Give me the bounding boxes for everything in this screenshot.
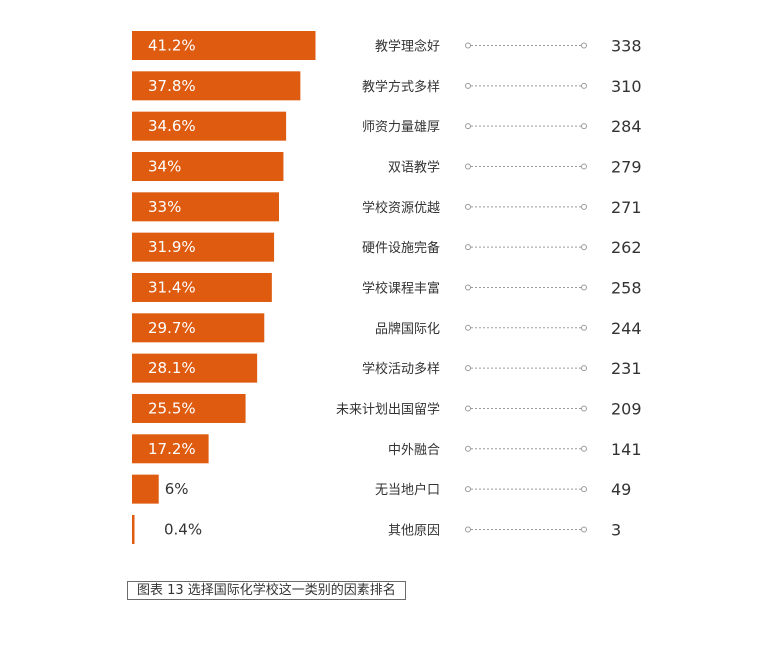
leader-end-dot bbox=[581, 486, 587, 493]
value-label: 17.2% bbox=[148, 440, 196, 458]
leader-end-dot bbox=[581, 445, 587, 452]
chart-caption: 图表 13 选择国际化学校这一类别的因素排名 bbox=[127, 581, 406, 600]
bar bbox=[132, 514, 135, 544]
count-label: 49 bbox=[611, 480, 631, 499]
leader-end-dot bbox=[581, 163, 587, 170]
leader-end-dot bbox=[581, 82, 587, 89]
bar bbox=[132, 31, 316, 60]
leader-start-dot bbox=[465, 82, 471, 89]
leader-start-dot bbox=[465, 163, 471, 170]
leader-start-dot bbox=[465, 244, 471, 251]
value-label: 33% bbox=[148, 198, 181, 216]
count-label: 262 bbox=[611, 238, 642, 257]
count-label: 271 bbox=[611, 198, 642, 217]
value-label: 37.8% bbox=[148, 77, 196, 95]
count-label: 244 bbox=[611, 319, 642, 338]
leader-start-dot bbox=[465, 405, 471, 412]
value-label: 34% bbox=[148, 157, 181, 175]
count-label: 209 bbox=[611, 399, 642, 418]
bar bbox=[132, 111, 287, 141]
category-label: 未来计划出国留学 bbox=[336, 401, 440, 417]
value-label: 29.7% bbox=[148, 319, 196, 337]
category-label: 教学方式多样 bbox=[362, 79, 440, 95]
bar bbox=[132, 313, 265, 343]
count-label: 284 bbox=[611, 117, 642, 136]
leader-start-dot bbox=[465, 123, 471, 130]
bar bbox=[132, 272, 272, 302]
bar bbox=[132, 151, 284, 181]
leader-start-dot bbox=[465, 445, 471, 452]
leader-end-dot bbox=[581, 324, 587, 331]
value-label: 34.6% bbox=[148, 117, 196, 135]
bar bbox=[132, 434, 209, 464]
leader-end-dot bbox=[581, 284, 587, 291]
category-label: 学校活动多样 bbox=[362, 361, 440, 377]
bar bbox=[132, 474, 159, 504]
leader-end-dot bbox=[581, 203, 587, 210]
leader-end-dot bbox=[581, 405, 587, 412]
value-label: 25.5% bbox=[148, 399, 196, 417]
bar bbox=[132, 353, 258, 383]
bar bbox=[132, 192, 279, 222]
category-label: 品牌国际化 bbox=[375, 321, 440, 337]
count-label: 3 bbox=[611, 520, 621, 539]
category-label: 中外融合 bbox=[388, 443, 440, 458]
count-label: 141 bbox=[611, 440, 642, 459]
leader-start-dot bbox=[465, 203, 471, 210]
leader-start-dot bbox=[465, 365, 471, 372]
leader-end-dot bbox=[581, 244, 587, 251]
leader-end-dot bbox=[581, 42, 587, 49]
category-label: 学校课程丰富 bbox=[362, 280, 440, 296]
leader-start-dot bbox=[465, 324, 471, 331]
value-label: 0.4% bbox=[164, 520, 202, 538]
leader-start-dot bbox=[465, 284, 471, 291]
count-label: 258 bbox=[611, 278, 642, 297]
leader-start-dot bbox=[465, 526, 471, 533]
leader-start-dot bbox=[465, 486, 471, 493]
bar bbox=[132, 232, 275, 262]
bar bbox=[132, 71, 301, 101]
value-label: 31.4% bbox=[148, 278, 196, 296]
count-label: 310 bbox=[611, 77, 642, 96]
category-label: 其他原因 bbox=[388, 523, 440, 538]
bar bbox=[132, 393, 246, 423]
value-label: 6% bbox=[165, 480, 189, 498]
value-label: 31.9% bbox=[148, 238, 196, 256]
leader-end-dot bbox=[581, 526, 587, 533]
count-label: 338 bbox=[611, 37, 642, 56]
leader-end-dot bbox=[581, 365, 587, 372]
leader-end-dot bbox=[581, 123, 587, 130]
category-label: 硬件设施完备 bbox=[362, 240, 440, 256]
leader-start-dot bbox=[465, 42, 471, 49]
value-label: 28.1% bbox=[148, 359, 196, 377]
category-label: 学校资源优越 bbox=[362, 200, 440, 216]
category-label: 无当地户口 bbox=[375, 482, 440, 498]
bar-chart: 41.2% 教学理念好 338 37.8% 教学方式多样 310 34.6% 师资力量雄厚 28… bbox=[132, 31, 642, 544]
count-label: 279 bbox=[611, 157, 642, 176]
value-label: 41.2% bbox=[148, 37, 196, 55]
count-label: 231 bbox=[611, 359, 642, 378]
category-label: 双语教学 bbox=[388, 159, 440, 175]
category-label: 教学理念好 bbox=[375, 39, 440, 55]
category-label: 师资力量雄厚 bbox=[362, 120, 440, 135]
